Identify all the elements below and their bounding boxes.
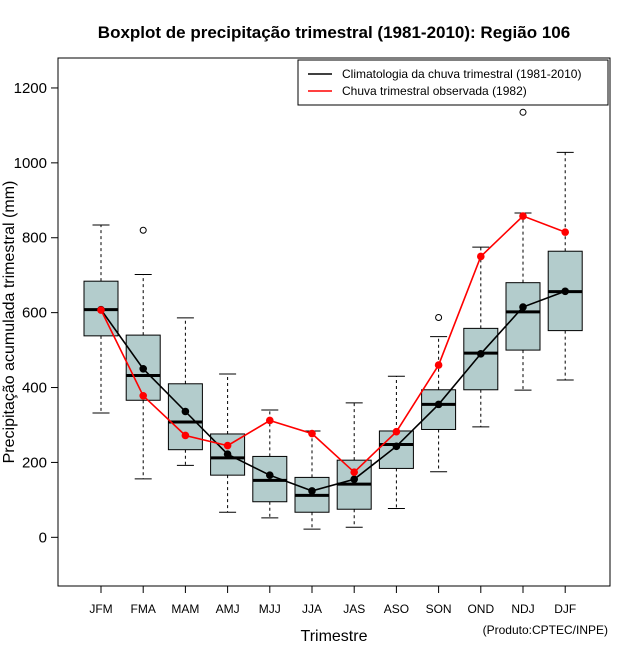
series-point	[519, 303, 527, 311]
legend: Climatologia da chuva trimestral (1981-2…	[297, 59, 609, 106]
box-JAS	[336, 402, 372, 528]
legend-label-observed: Chuva trimestral observada (1982)	[342, 84, 527, 98]
series-point	[561, 228, 569, 236]
series-point	[350, 475, 359, 484]
outlier-point	[139, 226, 147, 234]
box-MJJ	[252, 409, 288, 519]
x-tick-label: FMA	[131, 602, 156, 616]
series-layer	[97, 212, 569, 495]
series-point	[477, 350, 485, 358]
x-tick-label: DJF	[554, 602, 576, 616]
series-point	[181, 431, 190, 440]
y-axis-label: Precipitação acumulada trimestral (mm)	[1, 181, 18, 464]
y-axis: 0 200 400 600 800 1000 1200	[14, 80, 58, 546]
series-point	[434, 361, 443, 369]
plot-frame	[57, 57, 611, 587]
series-point	[519, 212, 527, 220]
boxes-layer	[83, 108, 583, 530]
y-tick-label: 800	[22, 230, 47, 247]
series-climatology	[97, 287, 569, 495]
x-axis-label: Trimestre	[301, 628, 368, 645]
x-tick-label: MJJ	[259, 602, 281, 616]
box-SON	[421, 314, 457, 473]
outlier-point	[435, 314, 443, 322]
series-point	[308, 487, 316, 495]
series-point	[308, 429, 316, 438]
x-tick-label: AMJ	[216, 602, 240, 616]
box-MAM	[167, 317, 203, 466]
series-point	[434, 400, 443, 409]
box-JJA	[294, 430, 330, 530]
series-point	[477, 252, 485, 261]
legend-box	[297, 59, 609, 106]
y-tick-label: 1000	[14, 155, 47, 172]
series-line	[100, 290, 566, 492]
series-line	[100, 215, 566, 474]
series-point	[97, 306, 105, 314]
y-tick-label: 0	[39, 529, 47, 546]
y-tick-label: 200	[22, 454, 47, 471]
series-point	[350, 468, 359, 476]
series-point	[139, 365, 147, 373]
series-point	[561, 287, 569, 296]
x-tick-label: OND	[467, 602, 494, 616]
outlier-point	[519, 108, 527, 116]
y-tick-label: 600	[22, 305, 47, 322]
x-tick-label: MAM	[171, 602, 199, 616]
x-axis: JFM FMA MAM AMJ MJJ JJA JAS ASO SON OND NDJ DJF	[89, 586, 576, 616]
series-point	[181, 407, 190, 416]
legend-label-climatology: Climatologia da chuva trimestral (1981-2…	[342, 67, 581, 81]
box-JFM	[83, 224, 119, 414]
product-credit: (Produto:CPTEC/INPE)	[483, 623, 608, 637]
x-tick-label: SON	[426, 602, 452, 616]
x-tick-label: JFM	[89, 602, 112, 616]
iqr-box	[463, 327, 499, 391]
iqr-box	[421, 389, 457, 430]
series-point	[392, 427, 401, 436]
x-tick-label: NDJ	[511, 602, 534, 616]
series-point	[223, 441, 232, 450]
iqr-box	[505, 282, 541, 351]
series-point	[392, 442, 401, 451]
x-tick-label: JAS	[343, 602, 365, 616]
x-tick-label: ASO	[384, 602, 409, 616]
series-point	[266, 416, 274, 425]
box-NDJ	[505, 108, 541, 391]
chart-title: Boxplot de precipitação trimestral (1981…	[98, 23, 570, 42]
series-observed	[97, 212, 569, 476]
series-point	[266, 471, 274, 479]
box-DJF	[547, 151, 583, 381]
iqr-box	[167, 383, 203, 451]
box-OND	[463, 246, 499, 428]
y-tick-label: 1200	[14, 80, 47, 97]
series-point	[223, 450, 232, 458]
y-tick-label: 400	[22, 380, 47, 397]
x-tick-label: JJA	[302, 602, 322, 616]
series-point	[139, 391, 147, 400]
